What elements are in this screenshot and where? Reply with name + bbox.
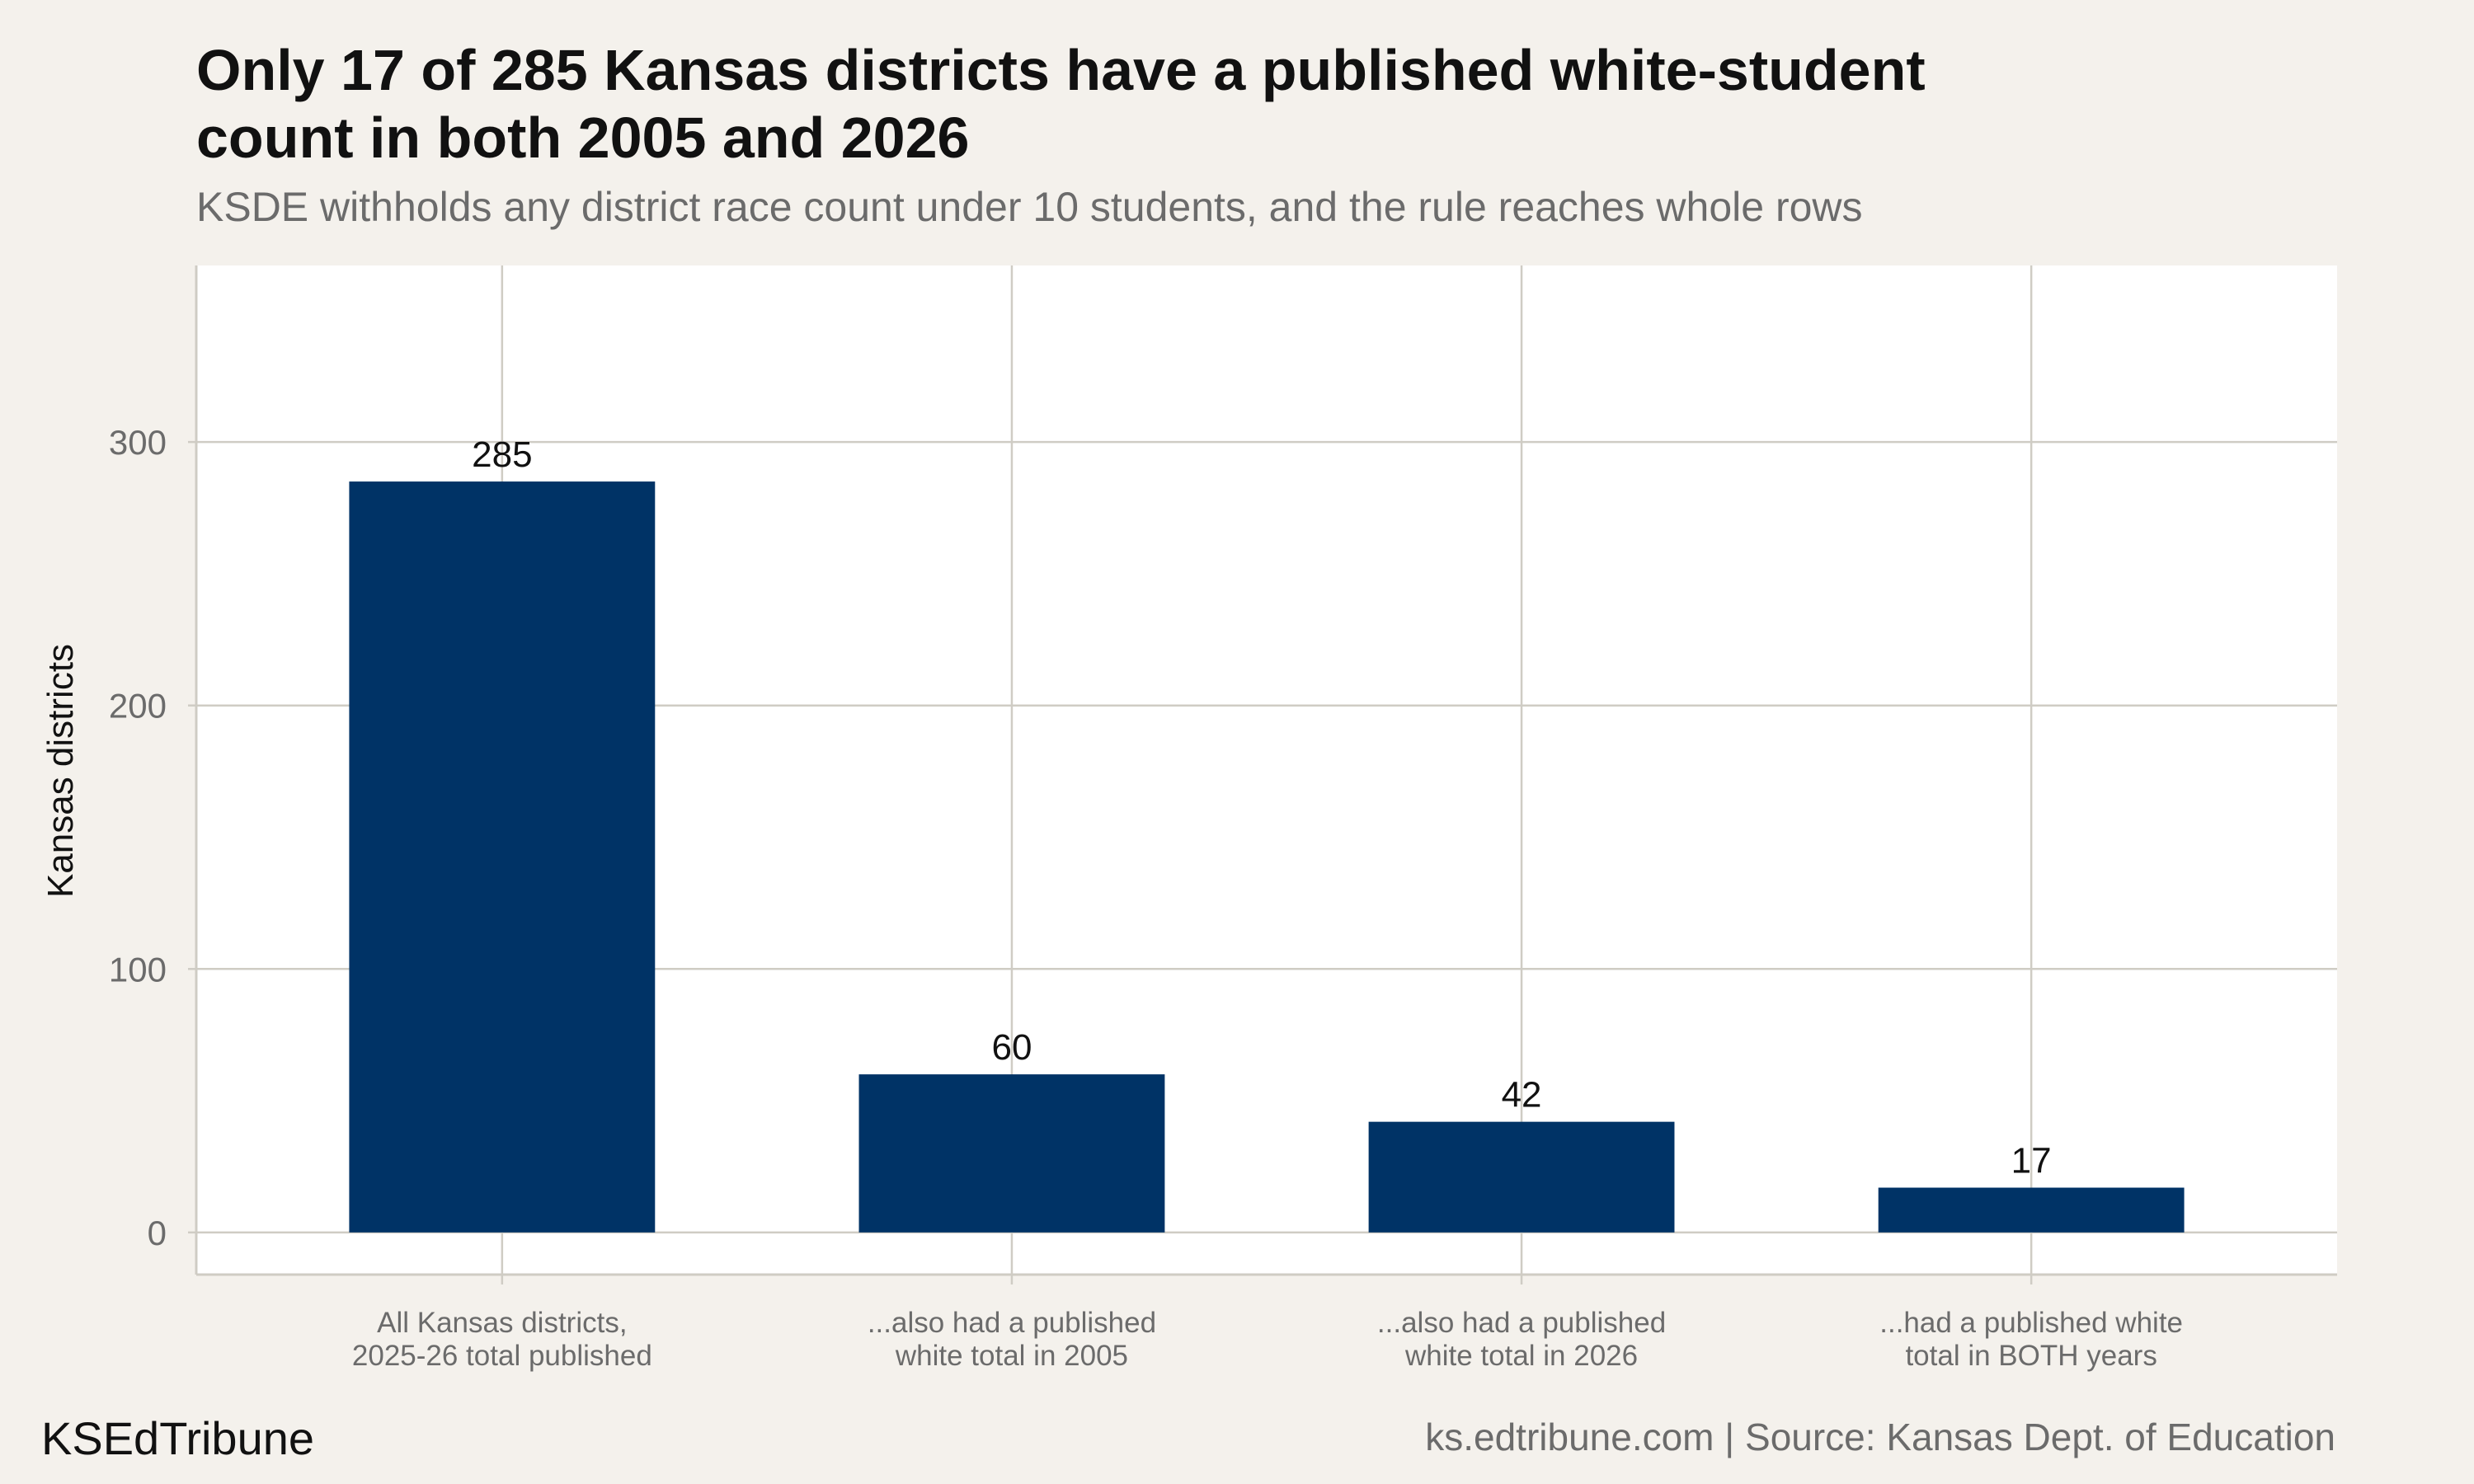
y-tick-label: 300 [109,423,167,462]
bar [858,1074,1165,1233]
bar-value-label: 42 [1502,1075,1542,1115]
chart-title: Only 17 of 285 Kansas districts have a p… [196,36,2340,171]
bar-value-label: 60 [991,1027,1032,1068]
bar-value-label: 17 [2011,1141,2052,1181]
x-category-label: white total in 2026 [1404,1340,1638,1372]
x-category-label: 2025-26 total published [352,1340,652,1372]
x-category-label: white total in 2005 [895,1340,1128,1372]
x-category-label: All Kansas districts, [377,1307,627,1339]
x-category-label: ...had a published white [1879,1307,2183,1339]
y-tick-label: 200 [109,687,167,726]
source-credit: ks.edtribune.com | Source: Kansas Dept. … [1425,1416,2335,1458]
x-category-label: ...also had a published [868,1307,1156,1339]
y-tick-label: 100 [109,950,167,989]
chart-subtitle: KSDE withholds any district race count u… [196,184,1863,230]
bar [349,481,656,1233]
chart-title-line-1: Only 17 of 285 Kansas districts have a p… [196,38,1926,102]
brand-logo-text: KSEdTribune [41,1412,314,1464]
x-category-label: total in BOTH years [1905,1340,2157,1372]
bar [1368,1121,1675,1233]
y-tick-label: 0 [148,1214,167,1252]
bar [1878,1187,2185,1233]
chart-title-line-2: count in both 2005 and 2026 [196,106,970,170]
x-category-label: ...also had a published [1377,1307,1666,1339]
y-axis-title: Kansas districts [40,644,81,898]
bar-value-label: 285 [472,434,532,475]
